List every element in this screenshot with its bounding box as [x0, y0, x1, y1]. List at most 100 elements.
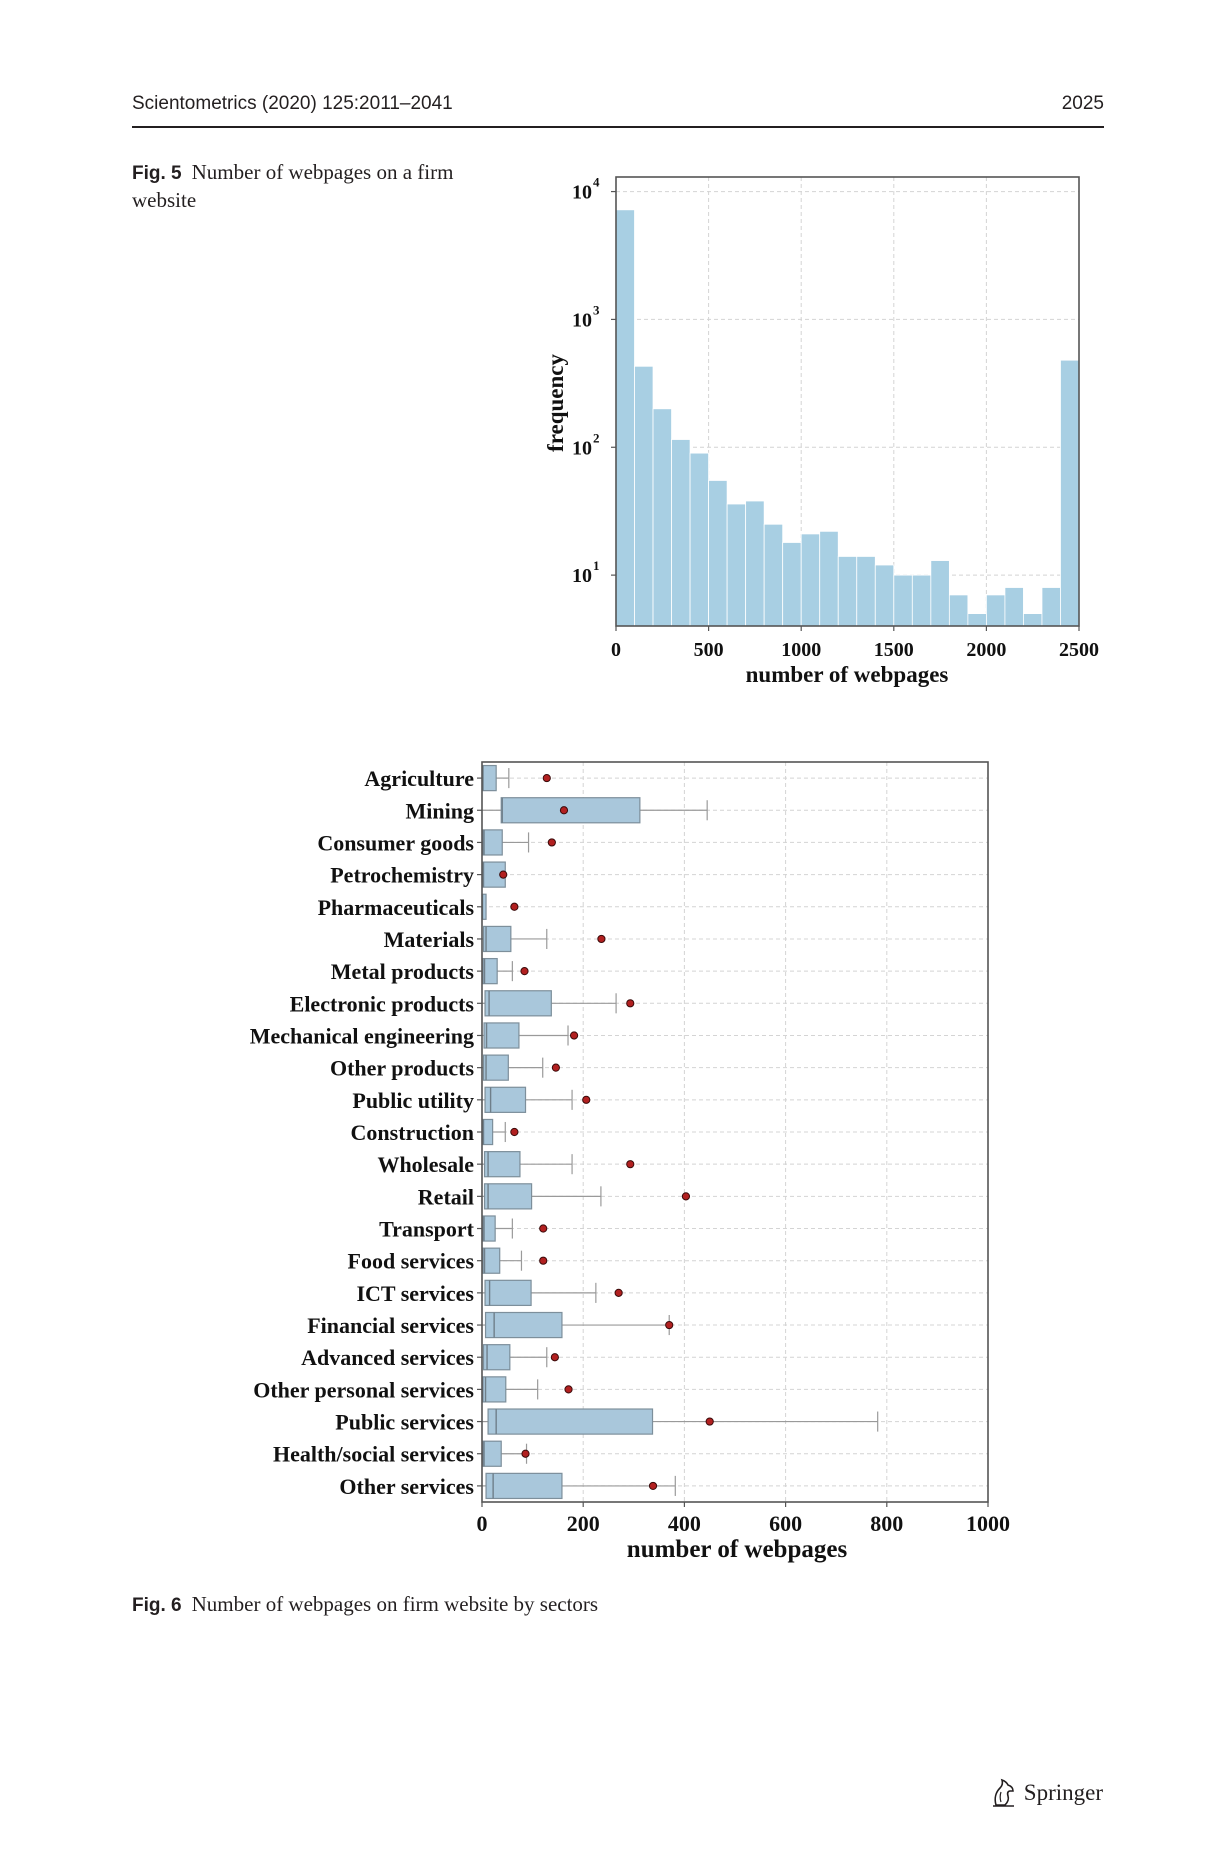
fig6-mean-marker [626, 1160, 635, 1169]
fig6-category-label: Metal products [331, 959, 475, 984]
fig6-box-group [482, 1022, 579, 1049]
fig6-box [482, 1344, 511, 1371]
fig6-mean-marker [510, 902, 519, 911]
fig6-x-ticks: 0 200 400 600 800 1000 [477, 1502, 1010, 1536]
fig6-category-label: Food services [348, 1249, 475, 1274]
fig6-x-tick-label: 600 [769, 1511, 802, 1536]
fig6-category-label: Retail [418, 1184, 474, 1209]
fig5-y-tick-label: 10 [572, 182, 592, 204]
fig6-mean-marker [539, 1224, 548, 1233]
fig6-gridlines [481, 762, 989, 1502]
fig5-x-axis-label: number of webpages [746, 662, 949, 687]
fig6-box [484, 990, 552, 1017]
fig6-category-label: Public utility [352, 1088, 474, 1113]
fig5-bars [615, 209, 1080, 627]
fig6-box [484, 1279, 532, 1307]
fig6-label: Fig. 6 [132, 1595, 182, 1616]
fig5-x-tick-label: 0 [611, 639, 621, 661]
fig5-y-tick-label: 10 [572, 565, 592, 587]
fig5-y-axis-label: frequency [543, 354, 568, 452]
fig5-y-tick-exponent: 3 [593, 302, 600, 317]
fig6-category-label: Wholesale [377, 1152, 474, 1177]
fig6-x-tick-label: 0 [477, 1511, 488, 1536]
journal-reference: Scientometrics (2020) 125:2011–2041 [132, 93, 453, 114]
fig6-box-group [482, 1183, 691, 1210]
fig6-category-label: Materials [384, 927, 475, 952]
fig6-box-group [481, 1118, 519, 1146]
fig6-category-label: Public services [335, 1410, 474, 1435]
fig6-box [500, 797, 641, 824]
fig6-mean-marker [520, 967, 529, 976]
fig6-category-label: Other products [330, 1056, 474, 1081]
fig6-box-group [482, 925, 606, 953]
fig6-category-label: Transport [379, 1217, 475, 1242]
fig6-mean-marker [550, 1353, 559, 1362]
fig6-category-label: Other services [339, 1474, 474, 1499]
fig6-category-label: Other personal services [253, 1377, 474, 1402]
fig6-mean-marker [614, 1288, 623, 1297]
fig6-box-group [482, 1215, 548, 1242]
fig6-box [482, 1215, 496, 1242]
fig6-box-group [482, 1440, 530, 1467]
fig6-box [482, 925, 512, 953]
fig5-caption: Fig. 5 Number of webpages on a firm websi… [132, 159, 462, 213]
fig6-category-labels: Agriculture Mining Consumer goods Petrochem… [250, 766, 482, 1499]
page-number: 2025 [1061, 93, 1104, 114]
fig6-box-group [482, 1311, 674, 1339]
fig6-box-group [482, 1344, 559, 1371]
fig6-mean-marker [597, 934, 606, 944]
fig6-box-group [482, 1054, 560, 1081]
fig6-boxes [481, 764, 879, 1500]
fig6-mean-marker [626, 999, 635, 1008]
fig6-mean-marker [521, 1449, 530, 1458]
fig6-mean-marker [681, 1192, 691, 1201]
fig6-mean-marker [705, 1417, 714, 1426]
fig6-mean-marker [559, 806, 569, 815]
fig5-caption-text: Number of webpages on a firm website [132, 160, 454, 212]
fig6-x-tick-label: 200 [567, 1511, 600, 1536]
fig6-mean-marker [564, 1385, 573, 1394]
fig6-box [482, 1247, 501, 1274]
fig6-box [482, 829, 503, 856]
fig6-category-label: Advanced services [301, 1345, 474, 1370]
fig6-box-group [482, 1086, 591, 1113]
fig6-category-label: Agriculture [364, 766, 474, 791]
fig5-y-tick-exponent: 2 [593, 430, 600, 445]
fig6-mean-marker [499, 870, 508, 879]
fig6-box-group [482, 1472, 676, 1500]
fig6-box [487, 1408, 654, 1435]
fig6-box-group [482, 957, 529, 985]
fig6-mean-marker [542, 773, 551, 783]
fig6-caption: Fig. 6 Number of webpages on firm website… [132, 1591, 832, 1619]
fig6-category-label: Electronic products [290, 991, 475, 1016]
fig6-category-label: Pharmaceuticals [318, 895, 475, 920]
fig6-box [481, 764, 497, 792]
header-rule [132, 126, 1104, 128]
fig6-x-tick-label: 800 [870, 1511, 903, 1536]
fig6-box-group [482, 797, 708, 824]
fig6-box-group [482, 1408, 879, 1435]
fig6-box-group [481, 861, 508, 888]
fig6-category-label: Consumer goods [317, 830, 474, 855]
running-head: Scientometrics (2020) 125:2011–2041 2025 [132, 89, 1104, 119]
fig6-mean-marker [547, 838, 556, 847]
fig5-x-tick-label: 2000 [966, 639, 1006, 661]
fig6-category-label: ICT services [356, 1281, 474, 1306]
fig6-box [483, 1151, 521, 1178]
fig6-category-label: Construction [351, 1120, 474, 1145]
publisher-footer: Springer [990, 1778, 1103, 1808]
fig6-box-group [482, 1151, 635, 1178]
fig6-box-group [482, 1247, 548, 1274]
fig6-mean-marker [539, 1256, 548, 1265]
fig5-x-tick-label: 1500 [874, 639, 914, 661]
fig6-box [483, 1022, 520, 1049]
fig6-mean-marker [569, 1031, 579, 1040]
fig5-x-tick-label: 1000 [781, 639, 821, 661]
fig5-x-ticks: 0 500 1000 1500 2000 2500 [611, 626, 1099, 661]
fig5-y-tick-label: 10 [572, 437, 592, 459]
fig6-category-label: Health/social services [273, 1442, 474, 1467]
fig6-box-group [482, 990, 635, 1017]
fig6-x-tick-label: 1000 [966, 1511, 1010, 1536]
fig6-x-tick-label: 400 [668, 1511, 701, 1536]
